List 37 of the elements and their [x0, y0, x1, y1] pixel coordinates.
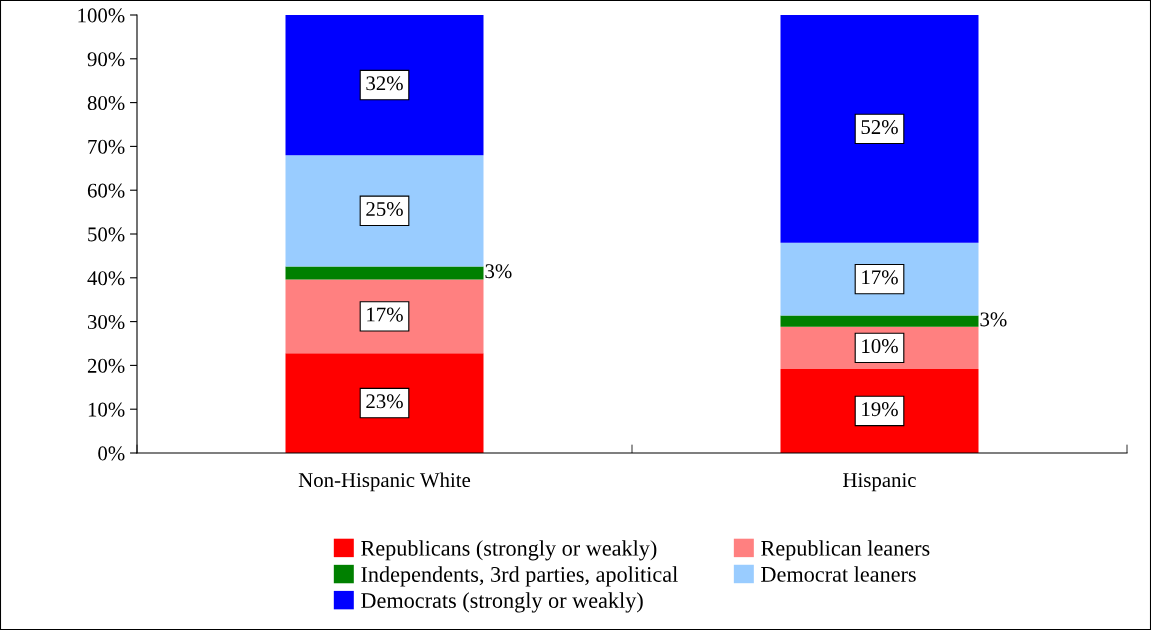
bar — [285, 155, 484, 267]
data-label: 32% — [366, 76, 403, 91]
bar — [285, 15, 484, 156]
legend-label: Republican leaners — [761, 540, 930, 561]
bar — [780, 368, 979, 453]
legend-label: Democrats (strongly or weakly) — [361, 592, 643, 613]
y-tick-label: 0% — [98, 446, 125, 461]
data-label: 52% — [861, 120, 898, 135]
legend-label: Independents, 3rd parties, apolitical — [361, 566, 678, 587]
bar — [780, 15, 979, 243]
y-tick-label: 70% — [88, 139, 125, 154]
bar — [780, 242, 979, 316]
x-tick-label: Hispanic — [843, 473, 916, 492]
legend-label: Republicans (strongly or weakly) — [361, 540, 657, 561]
x-tick-label: Non-Hispanic White — [298, 472, 471, 492]
y-tick-label: 30% — [88, 314, 125, 330]
bar — [285, 353, 484, 453]
data-label: 17% — [862, 270, 898, 285]
data-label: 25% — [366, 201, 403, 217]
y-tick-label: 100% — [78, 8, 125, 23]
data-label: 23% — [366, 394, 403, 409]
data-label: 3% — [980, 312, 1007, 327]
y-tick-label: 20% — [87, 358, 125, 373]
y-tick-label: 90% — [87, 52, 125, 67]
y-tick-label: 40% — [87, 271, 125, 286]
data-label: 10% — [862, 339, 898, 354]
y-tick-label: 10% — [88, 402, 125, 417]
data-label: 17% — [367, 307, 403, 322]
data-label: 19% — [862, 402, 898, 417]
y-tick-label: 80% — [87, 95, 125, 111]
legend-label: Democrat leaners — [761, 566, 916, 582]
bar — [780, 315, 979, 327]
y-tick-label: 60% — [87, 183, 125, 198]
bar — [285, 266, 484, 280]
bar — [285, 279, 484, 354]
data-label: 3% — [485, 264, 512, 279]
y-tick-label: 50% — [88, 227, 125, 242]
